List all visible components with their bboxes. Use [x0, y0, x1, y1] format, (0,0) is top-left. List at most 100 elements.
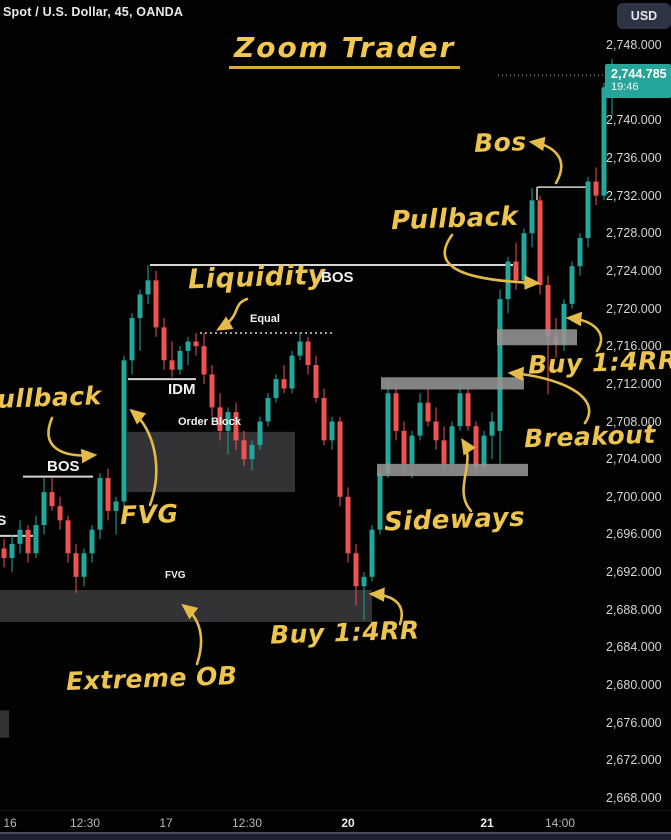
- price-tick: 2,740.000: [606, 113, 662, 128]
- bear-candle-body: [465, 393, 471, 427]
- bull-candle-body: [569, 266, 575, 304]
- bull-candle-body: [81, 553, 87, 577]
- bull-candle-body: [489, 421, 495, 436]
- bull-candle-body: [377, 473, 383, 530]
- chart-canvas[interactable]: [0, 0, 671, 810]
- price-tick: 2,712.000: [606, 376, 662, 391]
- bull-candle-body: [89, 529, 95, 554]
- time-tick: 17: [159, 816, 173, 830]
- bull-candle-body: [529, 200, 535, 234]
- bull-candle-body: [177, 350, 183, 370]
- bar-countdown: 19:46: [611, 81, 639, 94]
- bull-candle-body: [113, 501, 119, 511]
- price-tick: 2,716.000: [606, 339, 662, 354]
- price-tick: 2,676.000: [606, 715, 662, 730]
- bear-candle-body: [401, 430, 407, 464]
- bull-candle-body: [225, 412, 231, 431]
- bull-candle-body: [297, 341, 303, 356]
- bull-candle-body: [497, 299, 503, 431]
- time-axis-separator: [0, 810, 671, 811]
- annotation-bos: Bos: [473, 127, 528, 158]
- bull-candle-body: [601, 87, 607, 196]
- last-price-badge[interactable]: 2,744.785 19:46: [605, 64, 671, 98]
- price-tick: 2,708.000: [606, 414, 662, 429]
- bull-candle-body: [585, 181, 591, 238]
- annotation-ullback: ullback: [0, 381, 103, 414]
- price-tick: 2,692.000: [606, 565, 662, 580]
- bull-candle-body: [137, 294, 143, 318]
- last-price-value: 2,744.785: [611, 67, 667, 81]
- symbol-title[interactable]: Spot / U.S. Dollar, 45, OANDA: [3, 5, 184, 19]
- bull-candle-body: [9, 543, 15, 558]
- label-order-block: Order Block: [178, 416, 241, 428]
- time-tick: 12:30: [231, 816, 263, 830]
- price-tick: 2,720.000: [606, 301, 662, 316]
- bear-candle-body: [441, 440, 447, 464]
- bear-candle-body: [321, 397, 327, 441]
- bear-candle-body: [217, 407, 223, 431]
- bull-candle-body: [145, 280, 151, 295]
- bull-candle-body: [385, 393, 391, 474]
- annotation-buy-1-4rr: Buy 1:4RR: [269, 615, 421, 650]
- bull-candle-body: [561, 303, 567, 345]
- bull-candle-body: [577, 237, 583, 267]
- bear-candle-body: [513, 261, 519, 281]
- bear-candle-body: [233, 412, 239, 441]
- annotation-extreme-ob: Extreme OB: [65, 661, 238, 696]
- price-tick: 2,732.000: [606, 188, 662, 203]
- time-tick: 21: [480, 816, 494, 830]
- label-bos: BOS: [47, 458, 80, 475]
- bear-candle-body: [281, 379, 287, 389]
- currency-badge[interactable]: USD: [617, 3, 671, 29]
- annotation-sideways: Sideways: [383, 502, 526, 538]
- bear-candle-body: [425, 402, 431, 422]
- time-tick: 12:30: [69, 816, 101, 830]
- price-tick: 2,672.000: [606, 753, 662, 768]
- annotation-pullback: Pullback: [390, 201, 519, 237]
- bull-candle-body: [265, 397, 271, 422]
- price-tick: 2,700.000: [606, 489, 662, 504]
- bear-candle-body: [337, 421, 343, 497]
- price-tick: 2,668.000: [606, 791, 662, 805]
- bear-candle-body: [49, 492, 55, 507]
- breakout-arrow: [507, 366, 591, 425]
- fvg-left-arrow: [129, 408, 158, 507]
- bear-candle-body: [593, 181, 599, 196]
- time-tick: 14:00: [544, 816, 576, 830]
- bull-candle-body: [121, 360, 127, 502]
- bull-candle-body: [481, 435, 487, 467]
- bull-candle-body: [129, 317, 135, 361]
- candlestick-series: [1, 59, 615, 621]
- bull-candle-body: [33, 525, 39, 554]
- supply-demand-zones: [0, 431, 372, 738]
- bull-candle-body: [409, 435, 415, 464]
- bear-candle-body: [537, 200, 543, 286]
- range-zones: [377, 329, 577, 477]
- price-tick: 2,688.000: [606, 602, 662, 617]
- bear-candle-body: [241, 440, 247, 460]
- bull-candle-body: [17, 529, 23, 544]
- bear-candle-body: [353, 553, 359, 587]
- range-high-zone: [381, 377, 524, 390]
- bear-candle-body: [473, 426, 479, 467]
- bear-candle-body: [105, 477, 111, 511]
- bear-candle-body: [153, 280, 159, 328]
- bull-candle-body: [449, 426, 455, 464]
- time-tick: 20: [341, 816, 355, 830]
- bull-candle-body: [521, 233, 527, 281]
- buy-right-arrow: [565, 311, 603, 353]
- range-low-zone: [377, 463, 528, 477]
- time-tick: 16: [3, 816, 17, 830]
- bear-candle-body: [545, 285, 551, 337]
- price-tick: 2,696.000: [606, 527, 662, 542]
- price-tick: 2,704.000: [606, 452, 662, 467]
- bottom-toolbar: [0, 834, 671, 840]
- price-tick: 2,748.000: [606, 38, 662, 52]
- liquidity-arrow: [216, 297, 249, 331]
- bottom-toolbar-separator: [0, 832, 671, 834]
- annotation-fvg: FVG: [119, 498, 179, 531]
- bull-candle-body: [457, 393, 463, 427]
- bull-candle-body: [249, 445, 255, 460]
- extreme-ob-arrow: [181, 603, 203, 666]
- bear-candle-body: [393, 393, 399, 431]
